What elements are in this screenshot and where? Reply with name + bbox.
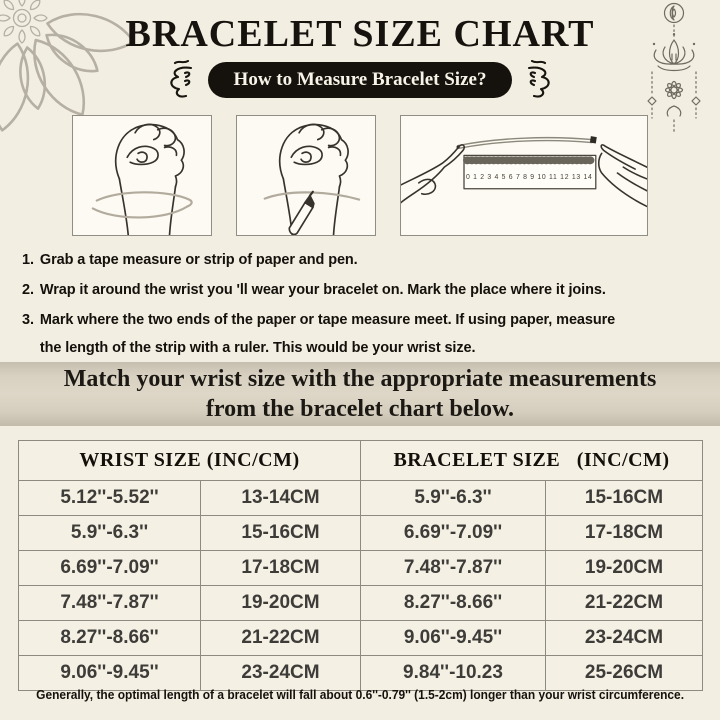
lotus-pendant-icon [647, 2, 701, 135]
illustration-measure-ruler: 0 1 2 3 4 5 6 7 8 9 10 11 12 13 14 [400, 115, 648, 236]
illustration-mark-pen [236, 115, 376, 236]
size-table: WRIST SIZE (INC/CM) BRACELET SIZE (INC/C… [18, 440, 703, 691]
footnote-text: Generally, the optimal length of a brace… [36, 687, 684, 702]
bracelet-inch-cell: 9.84''-10.23 [360, 655, 546, 691]
table-row: 6.69''-7.09'' 17-18CM 7.48''-7.87'' 19-2… [18, 550, 703, 586]
wrist-cm-cell: 23-24CM [200, 655, 361, 691]
bracelet-cm-cell: 17-18CM [545, 515, 703, 551]
footnote: Generally, the optimal length of a brace… [0, 686, 720, 704]
wrist-cm-cell: 15-16CM [200, 515, 361, 551]
bracelet-inch-cell: 8.27''-8.66'' [360, 585, 546, 621]
instruction-step-2: 2. Wrap it around the wrist you 'll wear… [22, 276, 714, 304]
hands-ruler-measure-icon: 0 1 2 3 4 5 6 7 8 9 10 11 12 13 14 [401, 136, 647, 208]
table-header-row: WRIST SIZE (INC/CM) BRACELET SIZE (INC/C… [18, 440, 703, 481]
banner-line-1: Match your wrist size with the appropria… [63, 366, 657, 392]
table-row: 5.12''-5.52'' 13-14CM 5.9''-6.3'' 15-16C… [18, 480, 703, 516]
table-row: 5.9''-6.3'' 15-16CM 6.69''-7.09'' 17-18C… [18, 515, 703, 551]
step-number: 2. [22, 282, 34, 298]
bracelet-cm-cell: 19-20CM [545, 550, 703, 586]
bracelet-cm-cell: 23-24CM [545, 620, 703, 656]
wrist-inch-cell: 6.69''-7.09'' [18, 550, 201, 586]
bracelet-cm-cell: 25-26CM [545, 655, 703, 691]
wrist-cm-cell: 19-20CM [200, 585, 361, 621]
wrist-inch-cell: 5.9''-6.3'' [18, 515, 201, 551]
instruction-step-1: 1. Grab a tape measure or strip of paper… [22, 246, 714, 274]
step-text: Grab a tape measure or strip of paper an… [39, 252, 358, 268]
banner-line-2: from the bracelet chart below. [205, 396, 515, 422]
bracelet-size-header: BRACELET SIZE (INC/CM) [360, 440, 703, 481]
table-row: 9.06''-9.45'' 23-24CM 9.84''-10.23 25-26… [18, 655, 703, 691]
page-title: BRACELET SIZE CHART [125, 13, 595, 55]
bracelet-inch-cell: 5.9''-6.3'' [360, 480, 546, 516]
bracelet-cm-cell: 21-22CM [545, 585, 703, 621]
fist-with-tape-icon [91, 123, 193, 235]
flourish-right-icon [528, 60, 551, 98]
wrist-inch-cell: 8.27''-8.66'' [18, 620, 201, 656]
instruction-list: 1. Grab a tape measure or strip of paper… [22, 246, 714, 364]
wrist-size-header: WRIST SIZE (INC/CM) [18, 440, 361, 481]
badge-row: How to Measure Bracelet Size? [0, 60, 720, 100]
wrist-cm-cell: 17-18CM [200, 550, 361, 586]
bracelet-inch-cell: 6.69''-7.09'' [360, 515, 546, 551]
ruler-numbers: 0 1 2 3 4 5 6 7 8 9 10 11 12 13 14 [466, 174, 592, 181]
table-row: 8.27''-8.66'' 21-22CM 9.06''-9.45'' 23-2… [18, 620, 703, 656]
step-number: 1. [22, 252, 34, 268]
wrist-inch-cell: 7.48''-7.87'' [18, 585, 201, 621]
wrist-inch-cell: 9.06''-9.45'' [18, 655, 201, 691]
fist-with-pen-icon [263, 123, 361, 235]
flourish-left-icon [169, 60, 192, 98]
wrist-inch-cell: 5.12''-5.52'' [18, 480, 201, 516]
step-text: Wrap it around the wrist you 'll wear yo… [39, 282, 606, 298]
instruction-step-3: 3. Mark where the two ends of the paper … [22, 306, 714, 362]
illustration-row: 0 1 2 3 4 5 6 7 8 9 10 11 12 13 14 [0, 115, 720, 236]
match-banner: Match your wrist size with the appropria… [0, 362, 720, 426]
bracelet-inch-cell: 9.06''-9.45'' [360, 620, 546, 656]
wrist-cm-cell: 13-14CM [200, 480, 361, 516]
step-number: 3. [22, 312, 34, 328]
bracelet-inch-cell: 7.48''-7.87'' [360, 550, 546, 586]
wrist-cm-cell: 21-22CM [200, 620, 361, 656]
table-row: 7.48''-7.87'' 19-20CM 8.27''-8.66'' 21-2… [18, 585, 703, 621]
illustration-wrap-tape [72, 115, 212, 236]
mandala-flower-icon [0, 0, 135, 132]
step-text: Mark where the two ends of the paper or … [39, 312, 616, 356]
bracelet-cm-cell: 15-16CM [545, 480, 703, 516]
how-to-measure-badge: How to Measure Bracelet Size? [207, 62, 513, 98]
